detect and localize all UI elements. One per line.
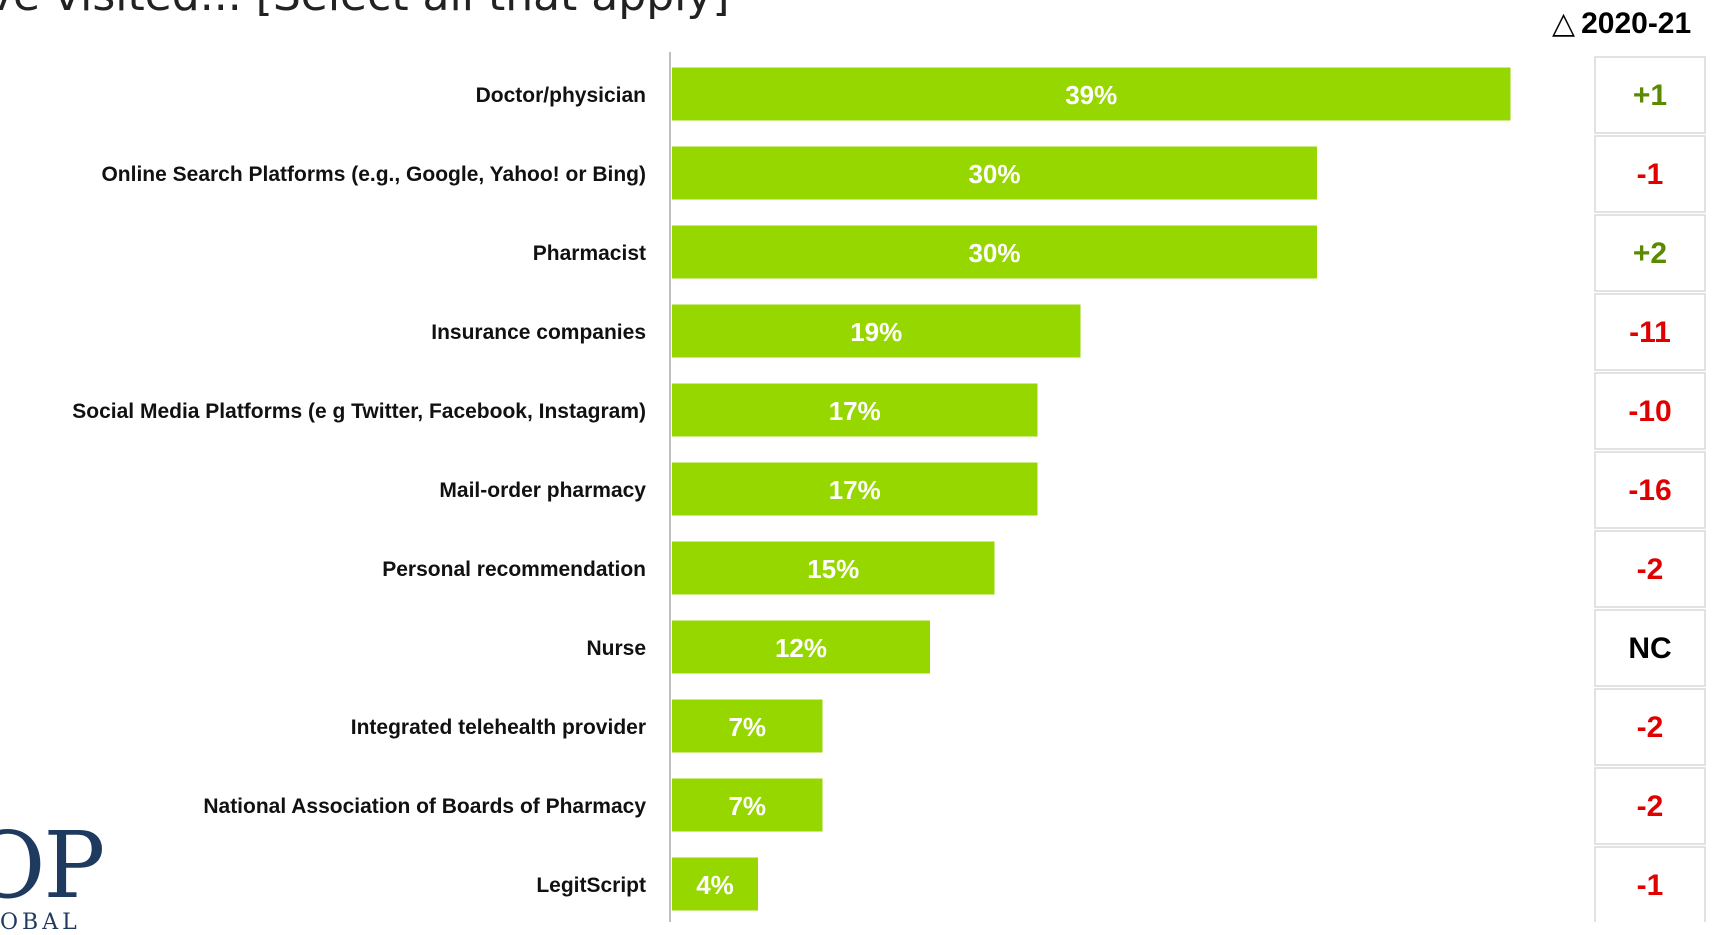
category-label: Personal recommendation xyxy=(382,558,646,581)
change-column-header: △ 2020-21 xyxy=(1552,6,1691,41)
data-label: 30% xyxy=(968,238,1020,268)
data-label: 30% xyxy=(968,159,1020,189)
category-label: Pharmacist xyxy=(533,242,646,265)
change-value: -2 xyxy=(1637,553,1664,586)
delta-triangle-icon: △ xyxy=(1552,7,1576,40)
change-box xyxy=(1594,56,1706,134)
change-value: +1 xyxy=(1633,79,1667,112)
change-box xyxy=(1594,372,1706,450)
change-box xyxy=(1594,214,1706,292)
change-value: +2 xyxy=(1633,237,1667,270)
data-label: 39% xyxy=(1065,80,1117,110)
change-box xyxy=(1594,293,1706,371)
data-label: 17% xyxy=(829,396,881,426)
change-value: -11 xyxy=(1629,316,1671,349)
category-label: Online Search Platforms (e.g., Google, Y… xyxy=(101,163,646,186)
category-label: Mail-order pharmacy xyxy=(439,479,646,502)
bar xyxy=(672,699,823,753)
change-column-label: 2020-21 xyxy=(1581,7,1692,40)
category-label: Social Media Platforms (e g Twitter, Fac… xyxy=(72,400,646,423)
logo-text: OP xyxy=(0,812,105,919)
change-value: -1 xyxy=(1637,869,1664,902)
change-box xyxy=(1594,688,1706,766)
bar xyxy=(672,778,823,832)
change-value: -16 xyxy=(1628,474,1671,507)
category-label: Integrated telehealth provider xyxy=(351,716,646,739)
change-box xyxy=(1594,609,1706,687)
category-label: National Association of Boards of Pharma… xyxy=(203,795,646,818)
change-value: -10 xyxy=(1628,395,1671,428)
data-label: 4% xyxy=(696,870,734,900)
bar xyxy=(672,541,995,595)
change-box xyxy=(1594,846,1706,922)
change-value: -1 xyxy=(1637,158,1664,191)
bar xyxy=(672,225,1317,279)
change-box xyxy=(1594,451,1706,529)
bar xyxy=(672,620,930,674)
change-value: -2 xyxy=(1637,711,1664,744)
bar xyxy=(672,67,1511,121)
change-box xyxy=(1594,135,1706,213)
category-label: Nurse xyxy=(586,637,646,660)
category-label: Insurance companies xyxy=(431,321,646,344)
bar xyxy=(672,383,1038,437)
change-value: -2 xyxy=(1637,790,1664,823)
data-label: 19% xyxy=(850,317,902,347)
change-value: NC xyxy=(1628,632,1671,665)
category-label: LegitScript xyxy=(536,874,646,897)
bar xyxy=(672,146,1317,200)
chart-title: ave visited... [Select all that apply] xyxy=(0,0,730,21)
data-label: 15% xyxy=(807,554,859,584)
logo-subtext: OBAL xyxy=(0,910,81,935)
bar xyxy=(672,857,758,911)
logo: OP OBAL xyxy=(0,812,105,935)
bar xyxy=(672,462,1038,516)
data-label: 12% xyxy=(775,633,827,663)
data-label: 7% xyxy=(728,712,766,742)
bar xyxy=(672,304,1081,358)
data-label: 7% xyxy=(728,791,766,821)
change-box xyxy=(1594,767,1706,845)
change-box xyxy=(1594,530,1706,608)
data-label: 17% xyxy=(829,475,881,505)
category-label: Doctor/physician xyxy=(476,84,646,107)
